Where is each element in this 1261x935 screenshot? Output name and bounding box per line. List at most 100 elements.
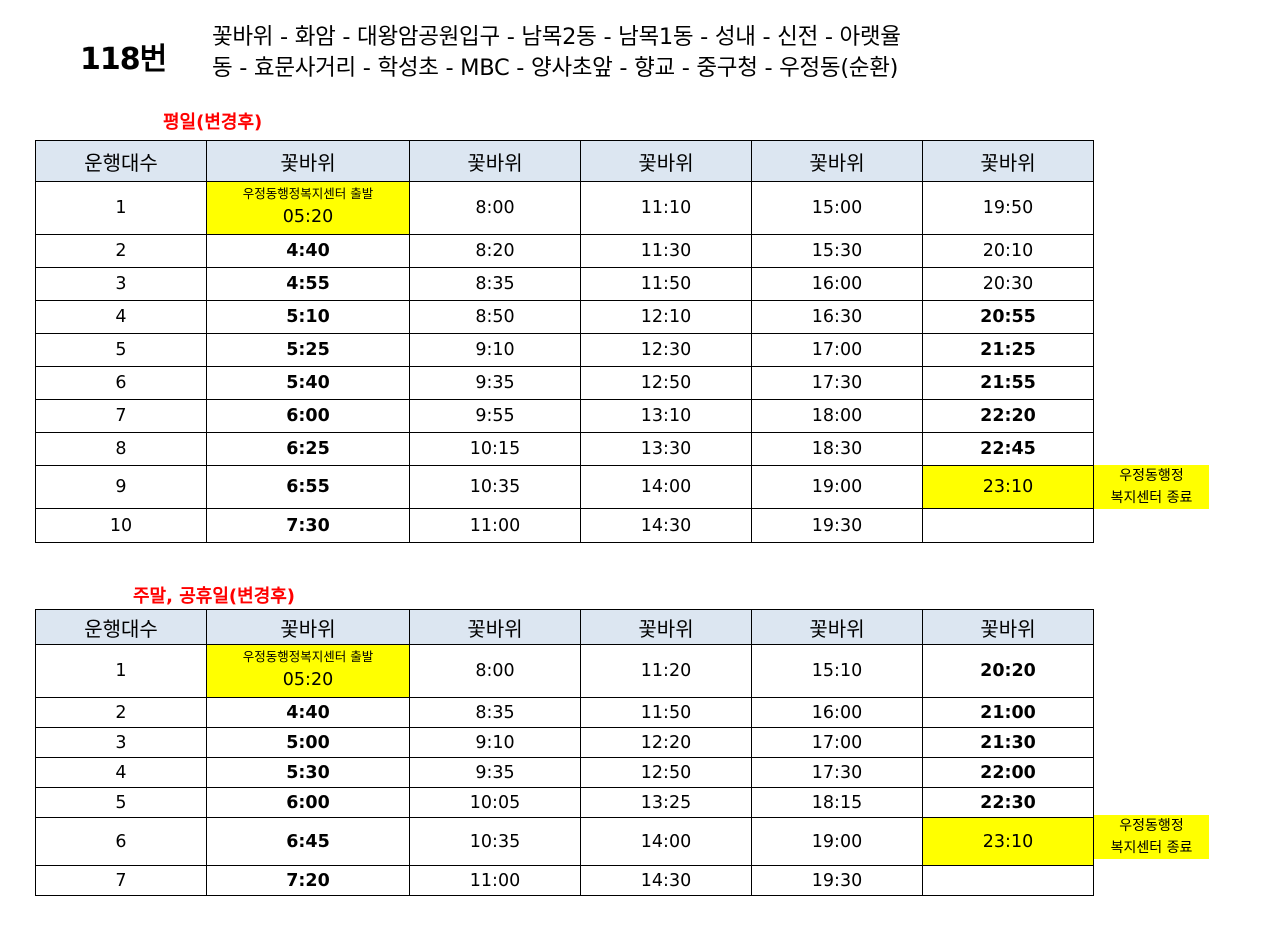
departure-time-cell: 14:30 <box>580 865 752 896</box>
table-header-row: 운행대수 꽃바위 꽃바위 꽃바위 꽃바위 꽃바위 <box>35 140 1094 182</box>
departure-time-cell: 15:30 <box>751 234 923 268</box>
departure-time-cell: 7:20 <box>206 865 410 896</box>
trip-number-cell: 8 <box>35 432 207 466</box>
trip-number-cell: 7 <box>35 865 207 896</box>
departure-time-cell: 20:10 <box>922 234 1094 268</box>
route-stops: 꽃바위 - 화암 - 대왕암공원입구 - 남목2동 - 남목1동 - 성내 - … <box>212 22 1112 84</box>
departure-time-cell: 9:55 <box>409 399 581 433</box>
departure-time-cell: 23:10 <box>922 817 1094 866</box>
departure-time-cell: 8:20 <box>409 234 581 268</box>
departure-time-cell: 8:35 <box>409 697 581 728</box>
start-note: 우정동행정복지센터 출발 <box>242 186 374 201</box>
header-stop: 꽃바위 <box>922 609 1094 645</box>
weekend-end-note: 우정동행정 복지센터 종료 <box>1094 815 1209 859</box>
departure-time-cell: 21:25 <box>922 333 1094 367</box>
departure-time-cell: 16:00 <box>751 267 923 301</box>
departure-time-cell: 6:25 <box>206 432 410 466</box>
departure-time-cell: 22:20 <box>922 399 1094 433</box>
departure-time-cell: 20:55 <box>922 300 1094 334</box>
trip-number-cell: 9 <box>35 465 207 509</box>
end-note-line-1: 우정동행정 <box>1119 818 1184 834</box>
header-stop: 꽃바위 <box>206 609 410 645</box>
departure-time-cell: 16:30 <box>751 300 923 334</box>
departure-time-cell: 23:10 <box>922 465 1094 509</box>
departure-time-cell: 11:20 <box>580 644 752 698</box>
departure-time-cell: 19:30 <box>751 508 923 543</box>
departure-time-cell: 11:30 <box>580 234 752 268</box>
header-stop: 꽃바위 <box>580 140 752 182</box>
departure-time-cell: 6:00 <box>206 787 410 818</box>
weekday-rows: 1 우정동행정복지센터 출발 05:20 8:00 11:10 15:00 19:50 2 4:… <box>35 181 1094 543</box>
table-row: 8 6:25 10:15 13:30 18:30 22:45 <box>35 432 1094 466</box>
trip-number-cell: 3 <box>35 267 207 301</box>
departure-time-cell: 7:30 <box>206 508 410 543</box>
departure-time-cell: 12:30 <box>580 333 752 367</box>
departure-time-cell: 8:00 <box>409 181 581 235</box>
start-note: 우정동행정복지센터 출발 <box>242 649 374 664</box>
departure-time-cell: 6:45 <box>206 817 410 866</box>
trip-number-cell: 3 <box>35 727 207 758</box>
departure-time-cell: 16:00 <box>751 697 923 728</box>
table-row: 7 7:20 11:00 14:30 19:30 <box>35 865 1094 896</box>
route-stops-line-1: 꽃바위 - 화암 - 대왕암공원입구 - 남목2동 - 남목1동 - 성내 - … <box>212 24 901 50</box>
departure-time-cell: 14:00 <box>580 817 752 866</box>
route-stops-line-2: 동 - 효문사거리 - 학성초 - MBC - 양사초앞 - 향교 - 중구청 … <box>212 55 899 81</box>
departure-time-cell: 9:10 <box>409 333 581 367</box>
departure-time: 05:20 <box>282 207 334 227</box>
departure-time-cell: 19:00 <box>751 465 923 509</box>
departure-time-cell: 9:35 <box>409 757 581 788</box>
departure-time-cell: 20:20 <box>922 644 1094 698</box>
departure-time: 05:20 <box>282 670 334 690</box>
departure-time-cell: 4:40 <box>206 697 410 728</box>
trip-number-cell: 10 <box>35 508 207 543</box>
departure-time-cell: 4:55 <box>206 267 410 301</box>
table-row: 1 우정동행정복지센터 출발 05:20 8:00 11:20 15:10 20:20 <box>35 644 1094 698</box>
table-row: 1 우정동행정복지센터 출발 05:20 8:00 11:10 15:00 19:50 <box>35 181 1094 235</box>
table-row: 6 5:40 9:35 12:50 17:30 21:55 <box>35 366 1094 400</box>
header-stop: 꽃바위 <box>751 609 923 645</box>
weekday-timetable: 운행대수 꽃바위 꽃바위 꽃바위 꽃바위 꽃바위 1 우정동행정복지센터 출발 05… <box>35 140 1094 543</box>
departure-time-cell: 20:30 <box>922 267 1094 301</box>
departure-time-cell: 8:50 <box>409 300 581 334</box>
departure-time-cell: 11:50 <box>580 697 752 728</box>
departure-time-cell: 17:30 <box>751 757 923 788</box>
header-stop: 꽃바위 <box>922 140 1094 182</box>
departure-time-cell: 21:00 <box>922 697 1094 728</box>
trip-number-cell: 1 <box>35 644 207 698</box>
route-number: 118번 <box>80 42 167 77</box>
departure-time-cell: 19:30 <box>751 865 923 896</box>
trip-number-cell: 2 <box>35 234 207 268</box>
departure-time-cell: 5:30 <box>206 757 410 788</box>
departure-time-cell: 12:10 <box>580 300 752 334</box>
departure-time-cell: 14:00 <box>580 465 752 509</box>
table-row: 4 5:30 9:35 12:50 17:30 22:00 <box>35 757 1094 788</box>
departure-time-cell: 19:50 <box>922 181 1094 235</box>
table-header-row: 운행대수 꽃바위 꽃바위 꽃바위 꽃바위 꽃바위 <box>35 609 1094 645</box>
departure-time-cell: 13:30 <box>580 432 752 466</box>
end-note-line-2: 복지센터 종료 <box>1110 840 1193 856</box>
header-stop: 꽃바위 <box>580 609 752 645</box>
departure-time-cell: 9:35 <box>409 366 581 400</box>
departure-time-cell: 4:40 <box>206 234 410 268</box>
table-row: 2 4:40 8:20 11:30 15:30 20:10 <box>35 234 1094 268</box>
trip-number-cell: 7 <box>35 399 207 433</box>
departure-time-cell: 우정동행정복지센터 출발 05:20 <box>206 644 410 698</box>
departure-time-cell: 11:50 <box>580 267 752 301</box>
table-row: 2 4:40 8:35 11:50 16:00 21:00 <box>35 697 1094 728</box>
departure-time-cell: 11:00 <box>409 508 581 543</box>
departure-time-cell: 17:00 <box>751 727 923 758</box>
departure-time-cell: 15:10 <box>751 644 923 698</box>
header-stop: 꽃바위 <box>206 140 410 182</box>
departure-time-cell: 10:05 <box>409 787 581 818</box>
trip-number-cell: 5 <box>35 787 207 818</box>
departure-time-cell: 6:00 <box>206 399 410 433</box>
header-stop: 꽃바위 <box>409 609 581 645</box>
trip-number-cell: 2 <box>35 697 207 728</box>
table-row: 5 6:00 10:05 13:25 18:15 22:30 <box>35 787 1094 818</box>
departure-time-cell: 10:35 <box>409 817 581 866</box>
weekend-rows: 1 우정동행정복지센터 출발 05:20 8:00 11:20 15:10 20:20 2 4:… <box>35 644 1094 896</box>
table-row: 3 5:00 9:10 12:20 17:00 21:30 <box>35 727 1094 758</box>
departure-time-cell: 12:50 <box>580 757 752 788</box>
departure-time-cell: 5:10 <box>206 300 410 334</box>
header-stop: 꽃바위 <box>409 140 581 182</box>
